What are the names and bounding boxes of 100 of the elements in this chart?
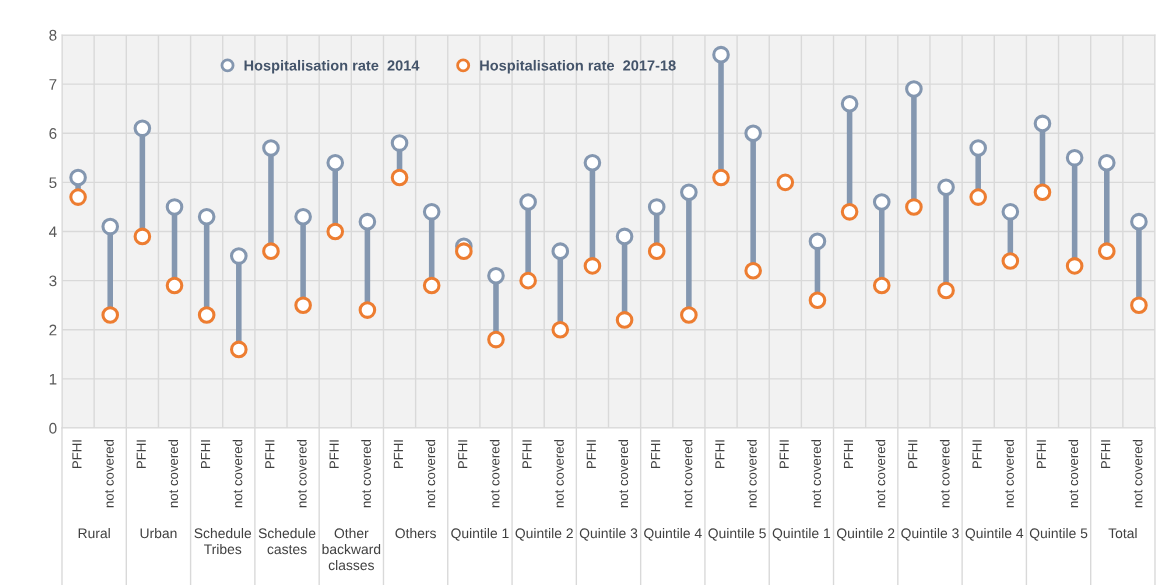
text: Quintile 4: [644, 528, 702, 541]
point: [1065, 149, 1084, 167]
point: [551, 242, 570, 260]
point: [969, 139, 988, 157]
point: [165, 198, 184, 216]
point: [1130, 296, 1148, 314]
x-tick-label: PFHI: [779, 440, 789, 469]
point: [615, 311, 634, 329]
y-tick-label: 6: [49, 128, 57, 139]
point: [744, 124, 762, 143]
text: Other backward classes: [322, 528, 381, 571]
x-tick-label: not covered: [554, 439, 564, 508]
legend-label: Hospitalisation rate 2014: [244, 59, 420, 74]
y-tick-label: 7: [49, 79, 57, 90]
legend-label: Hospitalisation rate 2017-18: [480, 59, 676, 74]
x-tick-label: PFHI: [1036, 440, 1046, 469]
x-tick-label: not covered: [104, 439, 114, 508]
text: Schedule Tribes: [194, 528, 252, 555]
point: [455, 242, 473, 260]
point: [937, 281, 955, 300]
x-tick-label: not covered: [361, 439, 371, 508]
x-tick-label: not covered: [747, 439, 757, 508]
point: [808, 232, 827, 251]
text: Quintile 1: [451, 528, 509, 541]
x-tick-label: not covered: [1068, 439, 1079, 508]
point: [840, 203, 859, 221]
point: [1033, 183, 1052, 202]
x-tick-label: not covered: [168, 439, 179, 508]
point: [101, 306, 120, 324]
point: [1130, 212, 1148, 231]
x-tick-label: not covered: [618, 439, 629, 508]
text: Quintile 2: [515, 528, 573, 541]
text: Others: [395, 528, 436, 539]
point: [647, 198, 666, 216]
x-tick-label: not covered: [875, 439, 886, 508]
point: [712, 168, 730, 187]
point: [1033, 114, 1052, 133]
y-tick-label: 3: [49, 275, 57, 287]
x-tick-label: not covered: [682, 439, 693, 508]
point: [69, 168, 87, 187]
point: [197, 207, 216, 226]
point: [262, 139, 280, 157]
point: [744, 261, 762, 280]
text: Rural: [78, 528, 110, 539]
text: Quintile 5: [708, 528, 766, 541]
point: [390, 168, 409, 187]
point: [1097, 242, 1116, 260]
x-tick-label: PFHI: [136, 440, 146, 469]
x-tick-label: PFHI: [651, 440, 661, 469]
x-tick-label: PFHI: [972, 440, 982, 469]
text: Quintile 2: [837, 528, 895, 541]
y-tick-label: 2: [49, 324, 57, 336]
x-tick-label: not covered: [489, 439, 500, 508]
y-tick-label: 1: [49, 373, 57, 385]
x-tick-label: PFHI: [1101, 440, 1111, 469]
x-tick-label: not covered: [939, 439, 950, 508]
point: [519, 193, 537, 211]
point: [937, 178, 955, 197]
point: [551, 320, 570, 339]
point: [905, 80, 923, 98]
x-tick-label: PFHI: [393, 440, 403, 469]
x-tick-label: not covered: [1004, 439, 1014, 508]
x-tick-label: PFHI: [843, 440, 854, 469]
point: [229, 247, 248, 265]
point: [422, 203, 441, 221]
text: Quintile 1: [772, 528, 831, 541]
point: [808, 291, 827, 310]
point: [905, 198, 923, 216]
x-tick-label: PFHI: [329, 440, 339, 469]
point: [840, 94, 859, 113]
point: [197, 306, 216, 324]
point: [326, 222, 345, 241]
x-tick-label: PFHI: [72, 440, 82, 469]
point: [487, 330, 505, 349]
y-tick-label: 5: [49, 177, 57, 189]
point: [133, 227, 152, 246]
point: [69, 188, 87, 206]
x-tick-label: not covered: [232, 439, 243, 508]
point: [969, 188, 988, 206]
point: [390, 134, 409, 152]
point: [1001, 252, 1020, 270]
point: [262, 242, 280, 260]
point: [422, 276, 441, 295]
y-tick-label: 0: [49, 422, 57, 434]
text: Quintile 5: [1029, 528, 1088, 541]
point: [133, 119, 152, 138]
point: [647, 242, 666, 260]
text: Urban: [140, 528, 177, 539]
x-tick-label: PFHI: [458, 440, 468, 469]
text: Quintile 4: [965, 528, 1024, 541]
text: Quintile 3: [901, 528, 959, 541]
point: [487, 266, 505, 285]
point: [358, 212, 377, 231]
x-tick-label: not covered: [1132, 439, 1143, 508]
x-tick-label: PFHI: [586, 440, 596, 469]
point: [583, 153, 602, 172]
y-tick-label: 4: [48, 226, 57, 238]
x-tick-label: not covered: [296, 439, 307, 508]
x-tick-label: PFHI: [522, 440, 532, 469]
point: [326, 153, 345, 172]
